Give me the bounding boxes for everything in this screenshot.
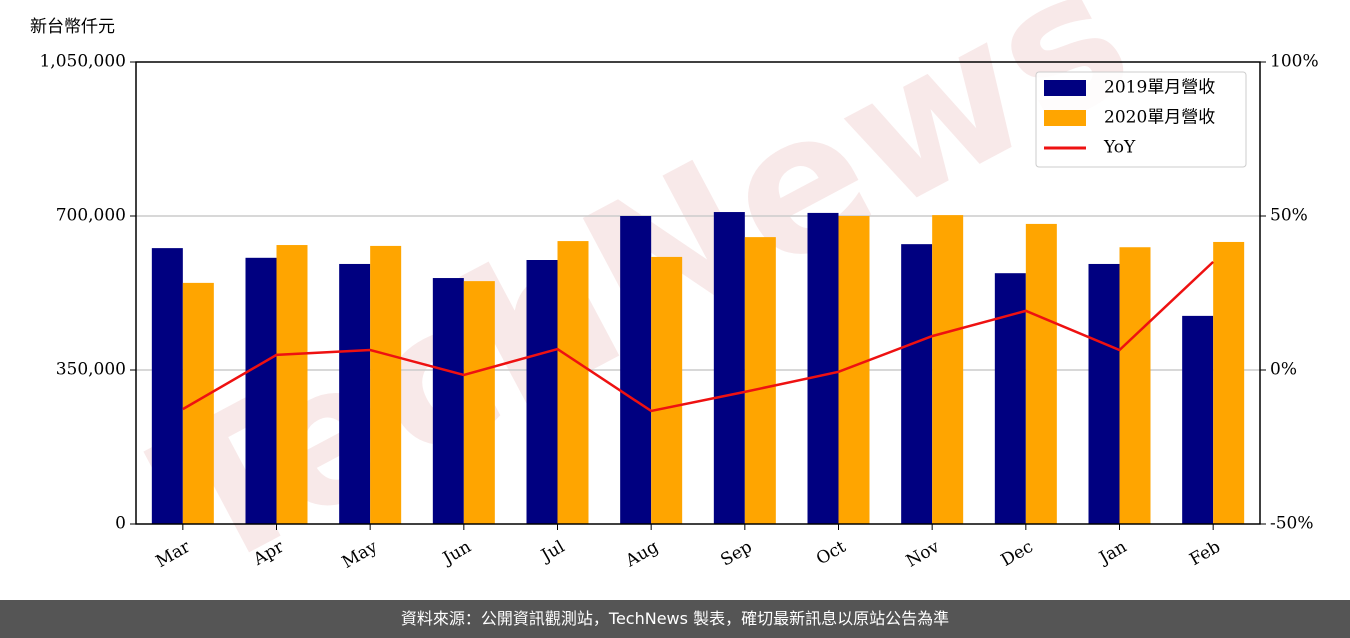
bar: [526, 260, 558, 524]
bar: [901, 244, 933, 524]
bar: [1213, 241, 1245, 524]
bar: [463, 281, 495, 524]
bar: [713, 212, 745, 525]
bar: [370, 245, 402, 525]
x-tick-label: Dec: [998, 537, 1037, 571]
bar: [1088, 263, 1120, 524]
legend-box: [1035, 71, 1247, 168]
x-tick-label: Jul: [536, 537, 568, 567]
x-tick-label: Jan: [1094, 537, 1130, 569]
bar: [151, 248, 183, 524]
bar: [651, 256, 683, 524]
y2-tick-label: 100%: [1270, 52, 1319, 72]
y-axis-label: 新台幣仟元: [30, 17, 115, 37]
legend-label: 2019單月營收: [1104, 78, 1215, 98]
bar: [994, 273, 1026, 524]
bar: [182, 282, 214, 524]
legend-label: YoY: [1103, 138, 1136, 158]
bar: [932, 215, 964, 524]
bar: [245, 257, 277, 524]
legend-label: 2020單月營收: [1104, 108, 1215, 128]
y2-tick-label: 0%: [1270, 360, 1297, 380]
bar: [807, 212, 839, 525]
x-tick-label: Oct: [813, 537, 849, 570]
x-tick-label: Nov: [903, 537, 943, 572]
x-tick-label: Sep: [717, 537, 755, 571]
legend: 2019單月營收 2020單月營收 YoY: [1035, 71, 1247, 168]
y-tick-label: 350,000: [56, 360, 126, 380]
bar: [339, 263, 371, 524]
y2-tick-label: 50%: [1270, 206, 1308, 226]
y-tick-label: 0: [115, 514, 126, 534]
bar: [557, 241, 589, 524]
x-tick-label: Jun: [438, 537, 475, 570]
legend-swatch: [1044, 80, 1086, 96]
bar: [1182, 315, 1214, 524]
bar: [620, 216, 652, 524]
x-tick-label: Mar: [153, 536, 195, 572]
chart: 新台幣仟元 TechNews0350,000700,0001,050,000-5…: [30, 0, 1319, 600]
bar: [1119, 247, 1151, 525]
bar: [276, 245, 308, 525]
bar: [1025, 223, 1057, 525]
line: [182, 260, 1215, 413]
legend-swatch: [1044, 110, 1086, 126]
bar: [432, 278, 464, 524]
x-tick-label: Feb: [1186, 537, 1224, 570]
y2-tick-label: -50%: [1270, 514, 1314, 534]
footer: 資料來源：公開資訊觀測站，TechNews 製表，確切最新訊息以原站公告為準: [0, 600, 1350, 638]
x-tick-label: Aug: [622, 537, 663, 572]
y-tick-label: 1,050,000: [39, 52, 126, 72]
plot-frame: [135, 61, 1261, 525]
y-tick-label: 700,000: [56, 206, 126, 226]
bar: [744, 237, 776, 524]
